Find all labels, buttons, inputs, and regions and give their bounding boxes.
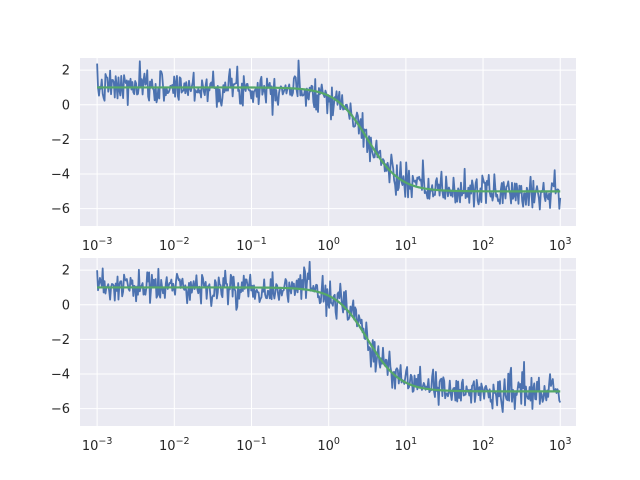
x-tick-label: 10−1 [236, 236, 267, 254]
series-line-smooth [96, 86, 561, 193]
y-tick-label: −4 [51, 368, 70, 383]
y-tick-label: −2 [51, 133, 70, 148]
y-tick-label: 2 [62, 264, 70, 279]
x-tick-label: 10−1 [236, 436, 267, 454]
x-tick-label: 10−2 [159, 436, 190, 454]
x-tick-label: 102 [472, 236, 495, 254]
axes-background [80, 58, 576, 226]
y-tick-label: −4 [51, 168, 70, 183]
y-tick-label: 0 [62, 298, 70, 313]
subplot-bottom: 10−3 10−2 10−1 100 101 102 103 2 0 −2 −4 −6 [51, 258, 576, 454]
series-line-noisy [96, 260, 562, 413]
x-tick-label: 103 [549, 436, 572, 454]
x-tick-label: 10−3 [82, 436, 113, 454]
y-tick-label: −6 [51, 402, 70, 417]
y-tick-label: 0 [62, 98, 70, 113]
x-tick-label: 100 [317, 436, 340, 454]
series-line-smooth [96, 286, 561, 393]
x-tick-label: 100 [317, 236, 340, 254]
x-tick-label: 10−3 [82, 236, 113, 254]
x-tick-label: 103 [549, 236, 572, 254]
y-tick-label: −2 [51, 333, 70, 348]
x-tick-label: 101 [395, 436, 418, 454]
y-tick-label: 2 [62, 64, 70, 79]
y-tick-label: −6 [51, 202, 70, 217]
x-tick-label: 102 [472, 436, 495, 454]
x-tick-label: 101 [395, 236, 418, 254]
x-tick-label: 10−2 [159, 236, 190, 254]
series-line-noisy [96, 59, 562, 211]
subplot-top: 10−3 10−2 10−1 100 101 102 103 2 0 −2 −4 −6 [51, 58, 576, 254]
